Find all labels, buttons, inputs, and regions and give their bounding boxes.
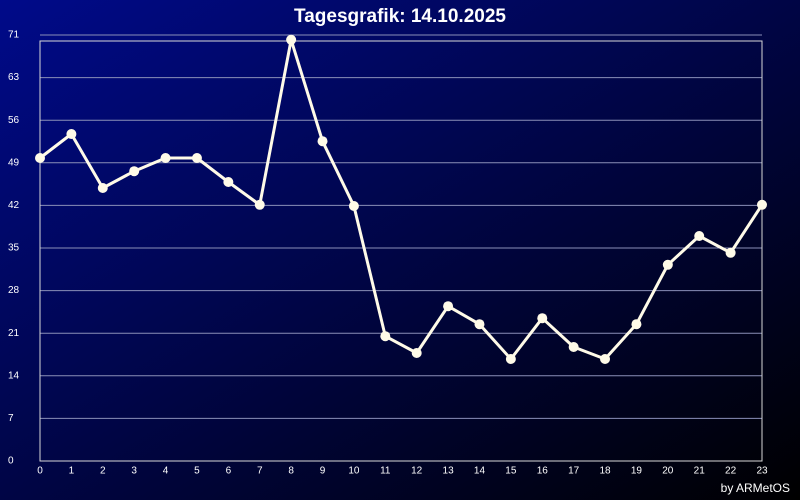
x-tick-label: 10 [348,466,360,477]
x-tick-label: 11 [380,466,391,477]
data-point [380,331,391,342]
data-point [443,301,454,312]
y-tick-label: 63 [8,72,20,83]
y-tick-label: 56 [8,115,20,126]
data-point [286,34,297,45]
data-point [474,319,485,330]
data-point [600,354,611,364]
data-point [191,153,202,163]
y-tick-label: 21 [8,328,20,339]
y-tick-label: 42 [8,200,20,211]
data-line [39,38,764,361]
y-tick-label: 7 [8,413,14,424]
x-tick-label: 20 [662,466,674,477]
y-tick-label: 28 [8,285,20,296]
x-tick-label: 21 [694,466,706,477]
data-point [568,342,579,352]
data-point [35,153,45,163]
x-tick-label: 8 [288,466,294,477]
data-point [223,177,234,187]
x-tick-label: 6 [226,466,232,477]
chart-title: Tagesgrafik: 14.10.2025 [294,6,506,27]
data-point [505,354,516,364]
x-tick-label: 12 [411,466,423,477]
y-tick-label: 0 [8,456,14,467]
x-tick-label: 3 [131,466,137,477]
x-tick-label: 15 [505,466,517,477]
data-point [160,153,171,163]
x-tick-label: 7 [257,466,263,477]
data-point [66,129,77,139]
x-tick-label: 2 [100,466,106,477]
y-tick-label: 14 [8,370,20,381]
data-point [317,136,328,147]
x-tick-label: 17 [568,466,580,477]
data-point [725,247,736,258]
x-tick-label: 22 [725,466,737,477]
data-point [537,313,548,324]
x-tick-label: 14 [474,466,486,477]
x-tick-label: 4 [163,466,169,477]
plot-border [39,40,763,462]
data-point [97,183,108,193]
y-tick-label: 49 [8,157,20,168]
data-point [694,231,705,241]
data-point [348,201,359,211]
data-point [662,259,673,270]
x-tick-label: 0 [37,466,43,477]
x-tick-label: 9 [320,466,326,477]
x-tick-label: 13 [443,466,455,477]
x-tick-label: 5 [194,466,200,477]
data-point [411,348,422,358]
data-point [254,199,265,210]
footer: by ARMetOS [721,481,790,495]
x-tick-label: 23 [756,466,768,477]
data-point [129,166,140,177]
y-tick-label: 35 [8,243,20,254]
x-tick-label: 18 [599,466,611,477]
x-tick-label: 16 [537,466,549,477]
x-tick-label: 1 [69,466,75,477]
y-tick-label: 71 [8,30,20,41]
data-point [757,199,767,210]
data-point [631,319,642,330]
x-tick-label: 19 [631,466,643,477]
